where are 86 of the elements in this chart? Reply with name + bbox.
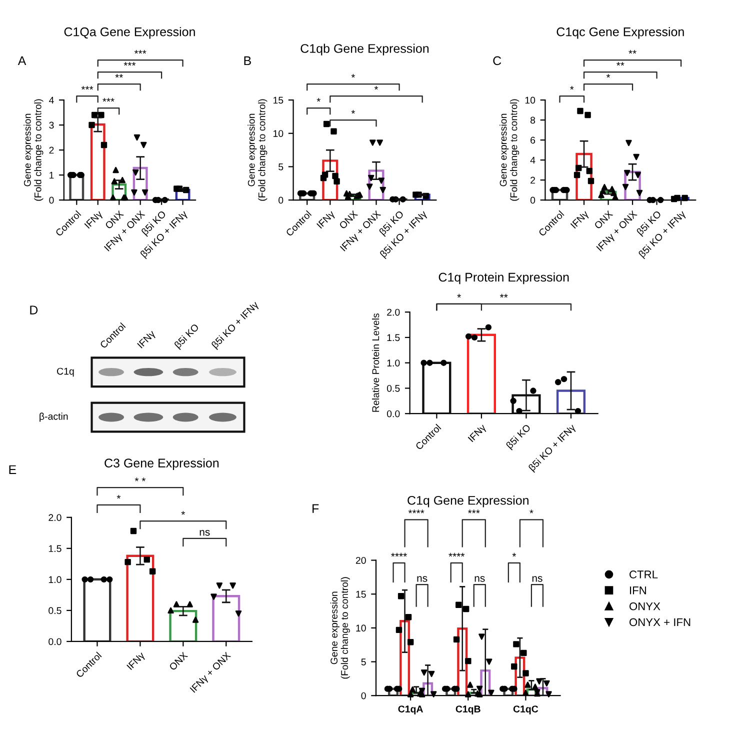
- text: B: [244, 56, 251, 66]
- y-tick-label: 2.0: [387, 308, 400, 316]
- y-tick-label: 15: [356, 590, 366, 598]
- text: ****: [448, 552, 465, 557]
- y-tick-label: 4: [530, 156, 536, 164]
- legend-label: CTRL: [630, 570, 658, 578]
- y-tick-label: 15: [273, 96, 284, 104]
- text: β-actin: [40, 412, 68, 422]
- text: ***: [134, 50, 146, 54]
- text: ***: [81, 86, 94, 90]
- y-tick-label: 0: [361, 692, 366, 700]
- y-tick-label: 0: [278, 196, 284, 204]
- y-axis-title: Gene expression (Fold change to control): [330, 577, 350, 679]
- text: ***: [124, 62, 136, 66]
- text: *: [116, 494, 121, 499]
- legend-label: IFN: [630, 586, 646, 594]
- y-tick-label: 2: [49, 146, 54, 154]
- chart-title: C1q Protein Expression: [438, 272, 569, 284]
- annotation: ns: [417, 576, 428, 582]
- y-tick-label: 1.5: [48, 545, 62, 552]
- y-tick-label: 2.0: [48, 514, 62, 521]
- text: *: [181, 511, 186, 515]
- legend-label: ONYX: [630, 602, 660, 610]
- y-tick-label: 4: [49, 96, 54, 104]
- text: *: [606, 74, 610, 78]
- y-tick-label: 1.0: [387, 360, 400, 366]
- y-tick-label: 0.0: [386, 410, 400, 418]
- y-tick-label: 5: [361, 658, 366, 666]
- y-tick-label: 3: [49, 122, 54, 129]
- text: F: [312, 504, 319, 513]
- chart-title: C3 Gene Expression: [104, 458, 219, 470]
- y-tick-label: 20: [356, 556, 366, 564]
- annotation: ***: [102, 98, 114, 102]
- chart-title: C1qc Gene Expression: [556, 27, 684, 39]
- annotation: ns: [532, 576, 542, 582]
- x-tick-label: C1qC: [513, 706, 538, 714]
- y-tick-label: 2: [530, 176, 535, 184]
- text: *: [457, 294, 461, 298]
- text: * *: [134, 478, 146, 482]
- text: *: [512, 552, 516, 557]
- x-tick-label: C1qB: [456, 706, 480, 714]
- y-axis-title: Gene expression (Fold change to control): [24, 99, 44, 201]
- annotation: ns: [474, 576, 485, 582]
- text: ****: [391, 552, 407, 557]
- text: **: [616, 62, 624, 66]
- chart-title: C1q Gene Expression: [408, 496, 528, 508]
- text: ***: [468, 510, 480, 514]
- y-tick-label: 1.0: [48, 576, 62, 584]
- annotation: ns: [200, 530, 210, 536]
- text: *: [374, 86, 378, 90]
- y-tick-label: 0.5: [386, 384, 400, 392]
- y-axis-title: Gene expression (Fold change to control): [500, 99, 520, 201]
- text: *: [351, 74, 356, 78]
- annotation: *: [316, 98, 320, 102]
- text: β5i KO: [174, 323, 201, 350]
- y-tick-label: 0: [530, 196, 536, 204]
- text: *: [570, 86, 574, 90]
- y-axis-title: Gene expression (Fold change to control): [248, 99, 268, 201]
- chart-title: C1Qa Gene Expression: [64, 27, 195, 39]
- text: **: [500, 294, 508, 298]
- text: D: [30, 306, 38, 314]
- y-tick-label: 10: [273, 130, 284, 137]
- text: C1q: [57, 368, 74, 377]
- y-tick-label: 1: [50, 172, 54, 179]
- y-tick-label: 10: [525, 96, 536, 104]
- text: E: [9, 465, 16, 474]
- y-tick-label: 0.0: [48, 638, 62, 646]
- y-tick-label: 6: [530, 136, 536, 144]
- y-tick-label: 10: [356, 624, 366, 632]
- text: **: [628, 50, 636, 54]
- y-tick-label: 8: [530, 116, 536, 124]
- text: ****: [408, 510, 424, 514]
- y-tick-label: 1.5: [387, 334, 400, 342]
- text: A: [18, 56, 26, 66]
- y-axis-title: Relative Protein Levels: [372, 313, 380, 412]
- y-tick-label: 0: [49, 196, 54, 204]
- x-tick-label: β5i KO: [506, 424, 532, 450]
- legend-label: ONYX + IFN: [630, 618, 690, 626]
- text: C: [493, 56, 502, 66]
- x-tick-label: C1qA: [398, 706, 423, 714]
- y-tick-label: 5: [278, 164, 284, 170]
- chart-title: C1qb Gene Expression: [300, 44, 429, 56]
- annotation: *: [351, 110, 356, 114]
- text: *: [530, 510, 534, 514]
- text: **: [115, 74, 123, 78]
- y-tick-label: 0.5: [48, 607, 62, 614]
